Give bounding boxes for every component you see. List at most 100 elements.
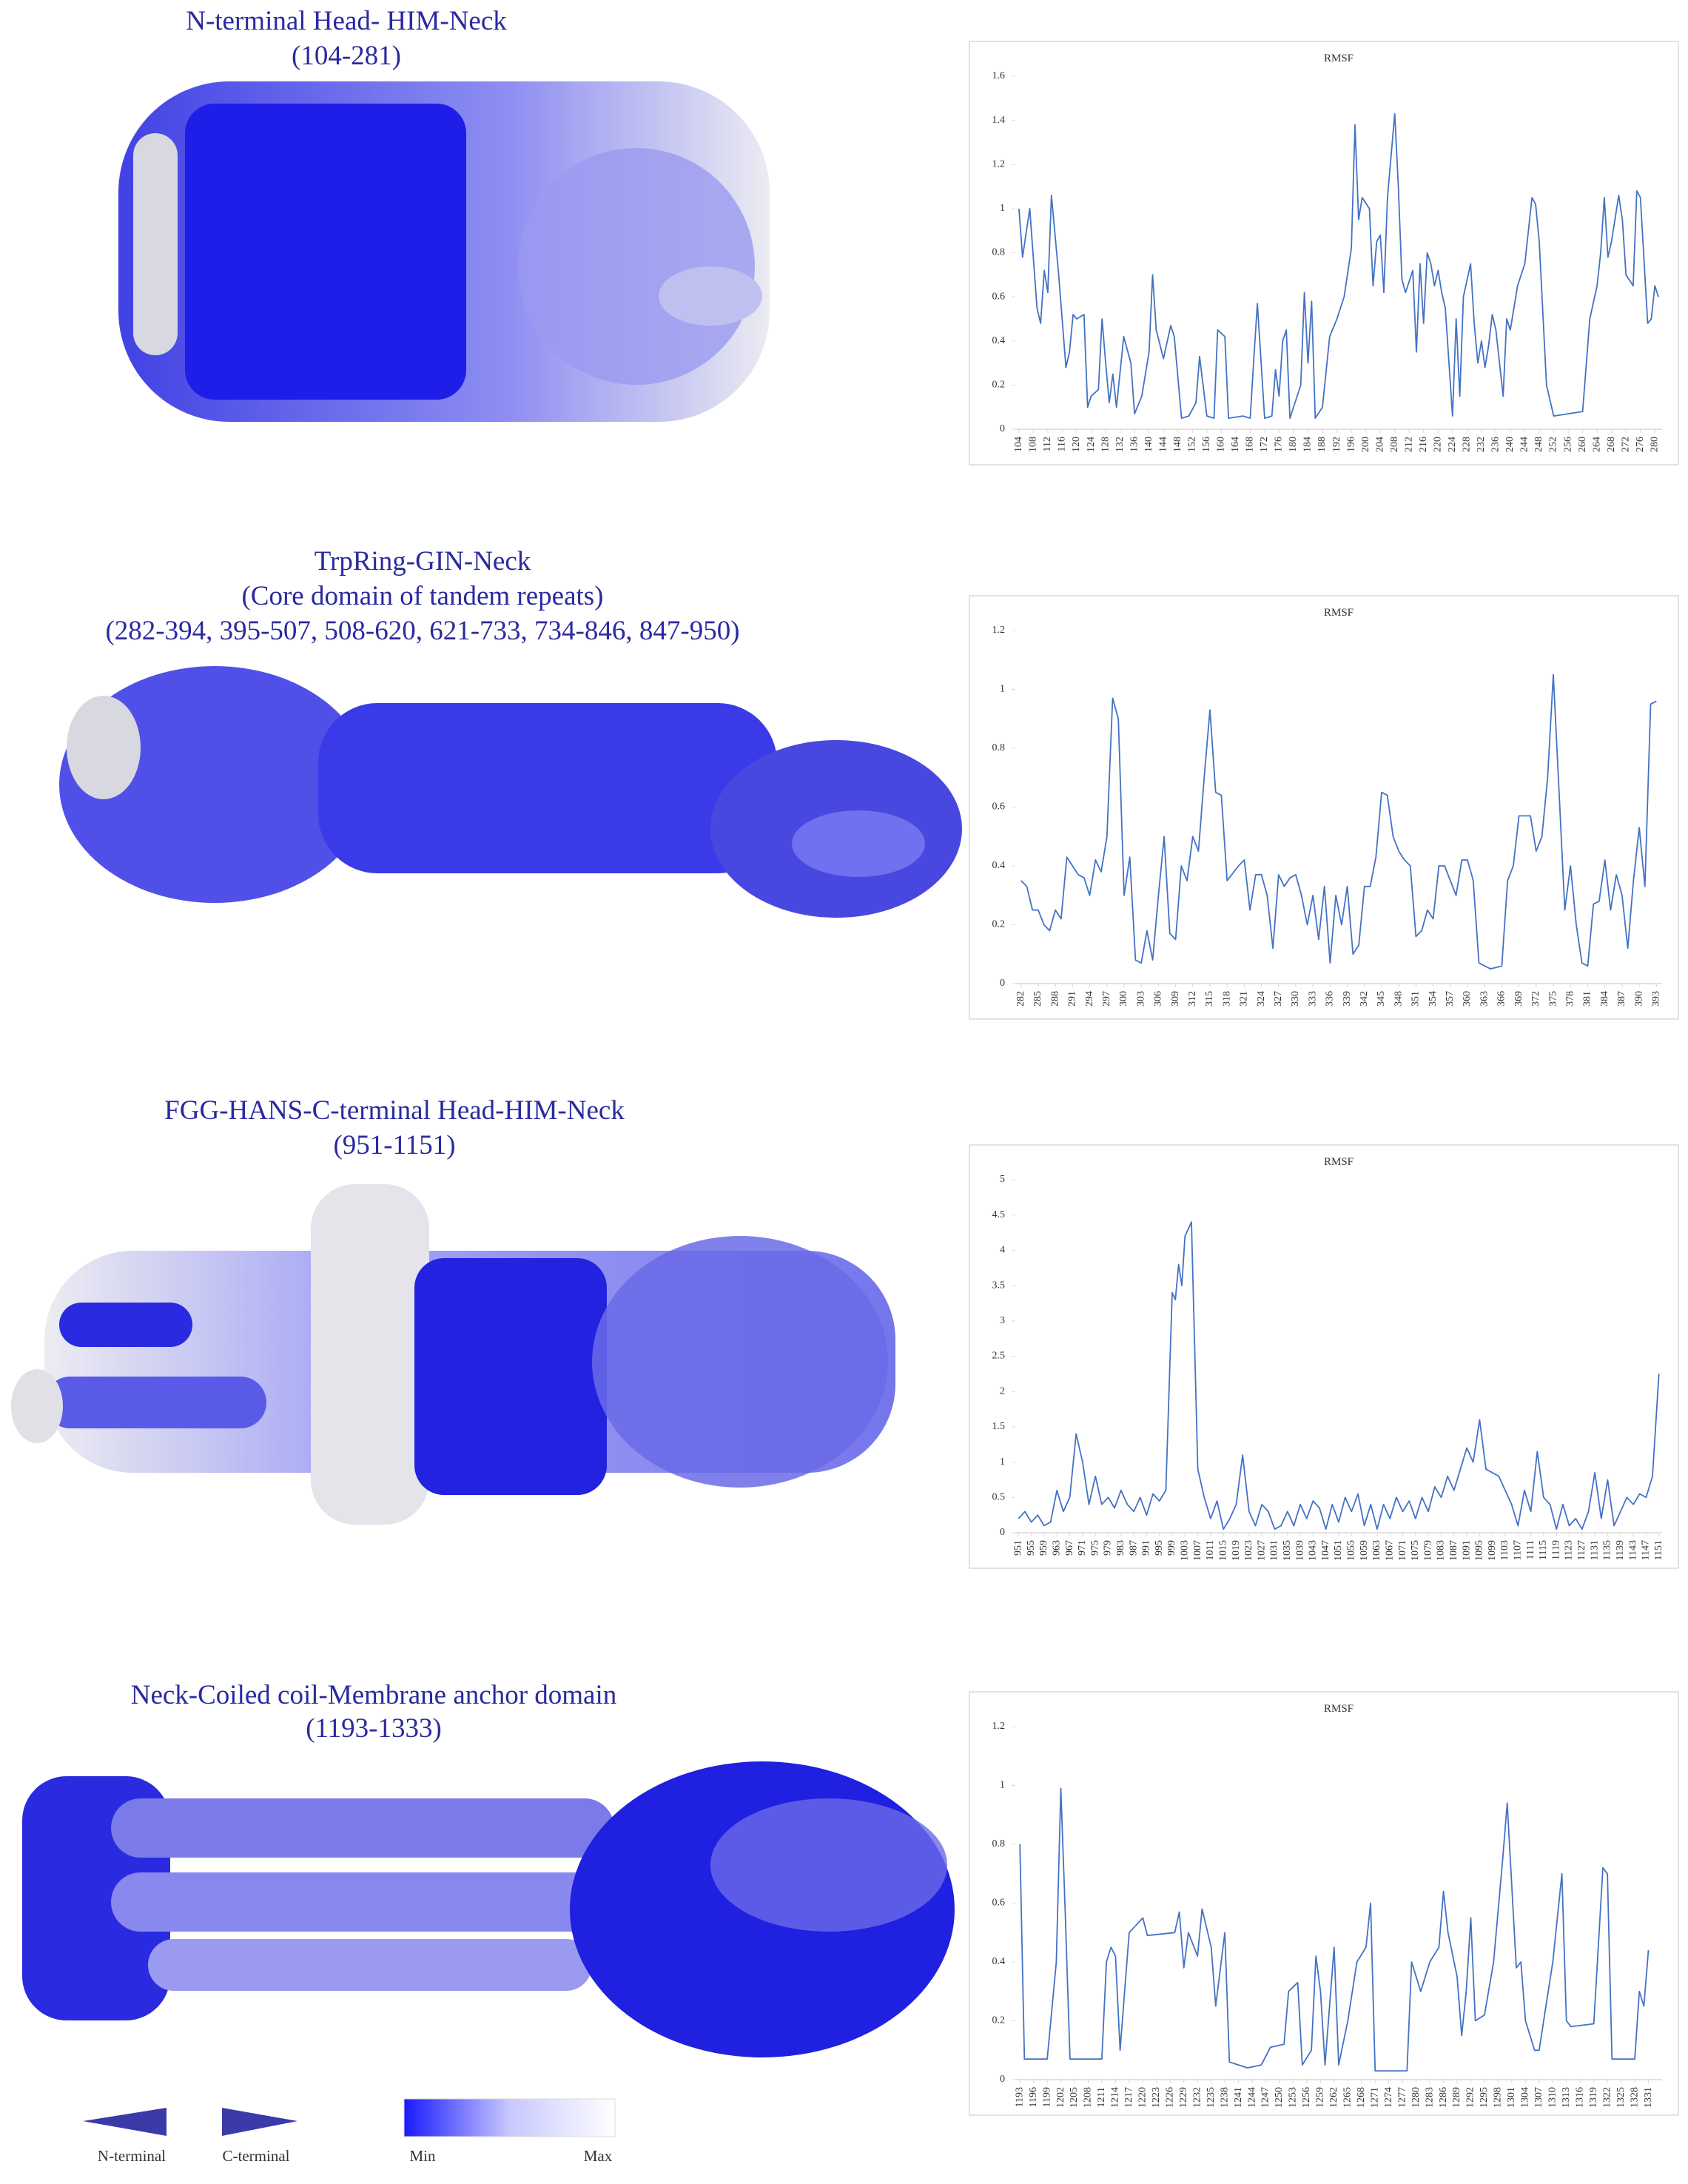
x-tick-label: 112 bbox=[1042, 437, 1053, 451]
x-tick-label: 1143 bbox=[1627, 1540, 1638, 1560]
x-tick-label: 276 bbox=[1635, 437, 1646, 452]
legend-label: N-terminal bbox=[98, 2147, 166, 2165]
x-tick-label: 1220 bbox=[1137, 2087, 1149, 2108]
x-tick-label: 285 bbox=[1032, 991, 1043, 1007]
y-tick-label: 0.8 bbox=[992, 247, 1006, 258]
x-tick-label: 1003 bbox=[1180, 1540, 1191, 1561]
x-tick-label: 351 bbox=[1410, 991, 1422, 1007]
x-tick-label: 357 bbox=[1445, 991, 1456, 1007]
x-tick-label: 180 bbox=[1288, 437, 1299, 452]
x-tick-label: 1289 bbox=[1451, 2087, 1462, 2108]
x-tick-label: 1226 bbox=[1164, 2087, 1175, 2108]
x-tick-label: 345 bbox=[1376, 991, 1387, 1007]
chart-title: RMSF bbox=[1324, 1703, 1354, 1715]
y-tick-label: 1.5 bbox=[992, 1421, 1006, 1432]
x-tick-label: 1127 bbox=[1576, 1540, 1587, 1560]
x-tick-label: 232 bbox=[1476, 437, 1487, 452]
x-tick-label: 144 bbox=[1157, 437, 1169, 452]
x-tick-label: 176 bbox=[1274, 437, 1285, 452]
x-tick-label: 108 bbox=[1028, 437, 1039, 452]
x-tick-label: 228 bbox=[1462, 437, 1473, 452]
panel-heading: N-terminal Head- HIM-Neck bbox=[186, 6, 507, 36]
chart-title: RMSF bbox=[1324, 53, 1354, 64]
x-tick-label: 1313 bbox=[1561, 2087, 1572, 2108]
x-tick-label: 959 bbox=[1038, 1540, 1049, 1556]
x-tick-label: 116 bbox=[1057, 437, 1068, 451]
x-tick-label: 384 bbox=[1599, 991, 1610, 1007]
x-tick-label: 1083 bbox=[1436, 1540, 1447, 1561]
x-tick-label: 260 bbox=[1577, 437, 1588, 452]
x-tick-label: 309 bbox=[1170, 991, 1181, 1007]
x-tick-label: 1277 bbox=[1396, 2087, 1408, 2108]
x-tick-label: 136 bbox=[1129, 437, 1140, 452]
x-tick-label: 1304 bbox=[1520, 2087, 1531, 2108]
color-scale bbox=[403, 2098, 616, 2137]
y-tick-label: 0 bbox=[1000, 2074, 1005, 2085]
x-tick-label: 1238 bbox=[1219, 2087, 1230, 2108]
x-tick-label: 297 bbox=[1101, 991, 1112, 1007]
x-tick-label: 1295 bbox=[1479, 2087, 1490, 2108]
y-tick-label: 1.4 bbox=[992, 115, 1006, 126]
x-tick-label: 979 bbox=[1103, 1540, 1114, 1556]
y-tick-label: 1.2 bbox=[992, 625, 1006, 636]
x-tick-label: 160 bbox=[1216, 437, 1227, 452]
protein-structure bbox=[11, 1184, 895, 1525]
x-tick-label: 264 bbox=[1591, 437, 1602, 452]
x-tick-label: 372 bbox=[1530, 991, 1541, 1007]
rmsf-line bbox=[1018, 112, 1659, 419]
x-tick-label: 1322 bbox=[1601, 2087, 1613, 2108]
x-tick-label: 272 bbox=[1620, 437, 1631, 452]
y-tick-label: 0.2 bbox=[992, 2015, 1006, 2026]
legend-label: Min bbox=[409, 2147, 436, 2165]
y-tick-label: 0.6 bbox=[992, 1898, 1006, 1909]
x-tick-label: 1103 bbox=[1499, 1540, 1510, 1560]
x-tick-label: 184 bbox=[1302, 437, 1314, 452]
x-tick-label: 140 bbox=[1143, 437, 1154, 452]
n-terminal-icon bbox=[83, 2108, 167, 2136]
x-tick-label: 951 bbox=[1013, 1540, 1024, 1556]
x-tick-label: 1280 bbox=[1410, 2087, 1422, 2108]
legend-label: C-terminal bbox=[223, 2147, 290, 2165]
x-tick-label: 971 bbox=[1077, 1540, 1088, 1556]
y-tick-label: 1 bbox=[1000, 684, 1005, 695]
x-tick-label: 321 bbox=[1239, 991, 1250, 1007]
x-tick-label: 291 bbox=[1067, 991, 1078, 1007]
x-tick-label: 1151 bbox=[1653, 1540, 1664, 1560]
x-tick-label: 1035 bbox=[1282, 1540, 1293, 1561]
x-tick-label: 360 bbox=[1462, 991, 1473, 1007]
x-tick-label: 1095 bbox=[1474, 1540, 1485, 1561]
x-tick-label: 212 bbox=[1403, 437, 1414, 452]
panel-heading: (Core domain of tandem repeats) bbox=[241, 581, 603, 611]
x-tick-label: 1091 bbox=[1461, 1540, 1472, 1561]
x-tick-label: 336 bbox=[1325, 991, 1336, 1007]
x-tick-label: 294 bbox=[1084, 991, 1095, 1007]
x-tick-label: 963 bbox=[1051, 1540, 1062, 1556]
x-tick-label: 1111 bbox=[1525, 1540, 1536, 1559]
x-tick-label: 1043 bbox=[1308, 1540, 1319, 1561]
panel-heading: TrpRing-GIN-Neck bbox=[315, 546, 531, 577]
x-tick-label: 300 bbox=[1118, 991, 1129, 1007]
y-tick-label: 3.5 bbox=[992, 1280, 1006, 1291]
chart-title: RMSF bbox=[1324, 607, 1354, 619]
x-tick-label: 387 bbox=[1616, 991, 1627, 1007]
y-tick-label: 0.4 bbox=[992, 860, 1006, 871]
y-tick-label: 4.5 bbox=[992, 1209, 1006, 1220]
x-tick-label: 366 bbox=[1496, 991, 1507, 1007]
x-tick-label: 390 bbox=[1633, 991, 1644, 1007]
x-tick-label: 1268 bbox=[1356, 2087, 1367, 2108]
x-tick-label: 1059 bbox=[1359, 1540, 1370, 1561]
x-tick-label: 1214 bbox=[1110, 2087, 1121, 2108]
y-tick-label: 0 bbox=[1000, 978, 1005, 989]
x-tick-label: 252 bbox=[1548, 437, 1559, 452]
panel-heading: (104-281) bbox=[292, 41, 401, 71]
y-tick-label: 1 bbox=[1000, 1456, 1005, 1468]
x-tick-label: 240 bbox=[1504, 437, 1516, 452]
x-tick-label: 288 bbox=[1049, 991, 1060, 1007]
x-tick-label: 378 bbox=[1564, 991, 1576, 1007]
x-tick-label: 1063 bbox=[1371, 1540, 1382, 1561]
x-tick-label: 1244 bbox=[1246, 2087, 1257, 2108]
x-tick-label: 120 bbox=[1071, 437, 1082, 452]
rmsf-line bbox=[1020, 673, 1657, 970]
y-tick-label: 1.2 bbox=[992, 1721, 1006, 1732]
